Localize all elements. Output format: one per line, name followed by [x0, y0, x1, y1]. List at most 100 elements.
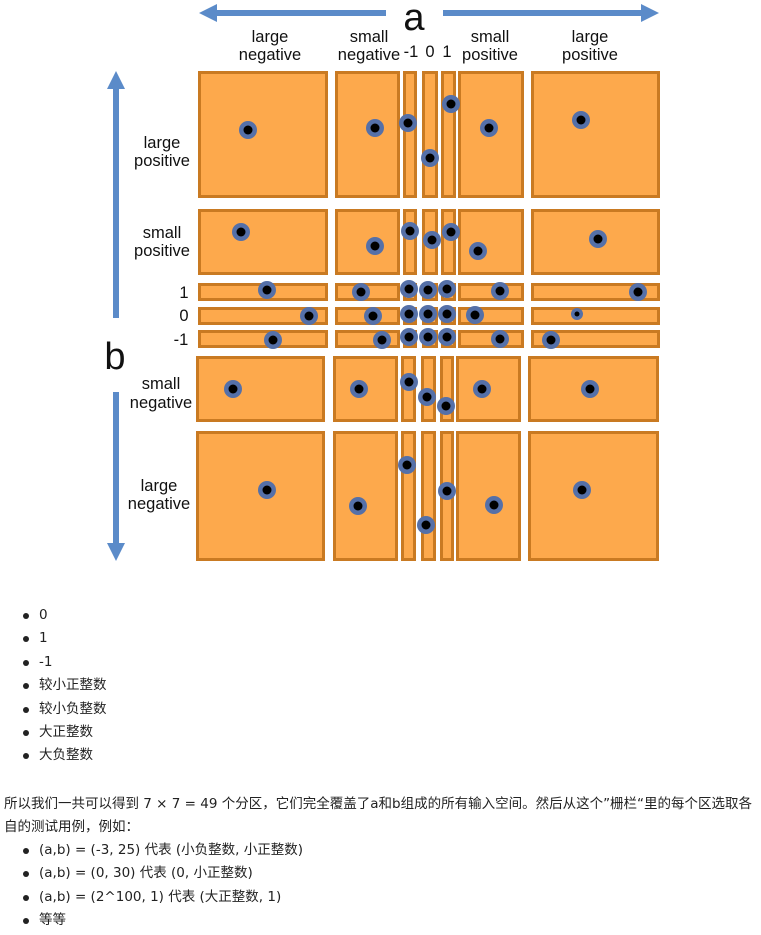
partition-cell-r0-c3	[422, 71, 438, 198]
partition-cell-r4-c6	[531, 330, 660, 348]
test-point	[258, 481, 276, 499]
test-point	[419, 328, 437, 346]
partition-cell-r6-c1	[333, 431, 398, 561]
partition-cell-r3-c0	[198, 307, 328, 325]
row-header-large-negative-l1: large	[141, 477, 178, 495]
row-header-zero: 0	[179, 307, 188, 325]
list-item: 较小负整数	[23, 698, 107, 721]
col-header-small-positive-l1: small	[471, 28, 510, 46]
test-point	[423, 231, 441, 249]
partition-cell-r4-c0	[198, 330, 328, 348]
partition-cell-r2-c6	[531, 283, 660, 301]
partition-cell-r1-c4	[441, 209, 456, 275]
col-header-minus-one: -1	[404, 43, 419, 61]
test-point	[417, 516, 435, 534]
col-header-one: 1	[442, 43, 451, 61]
test-point	[364, 307, 382, 325]
test-point	[491, 282, 509, 300]
partition-cell-r1-c0	[198, 209, 328, 275]
row-header-large-positive-l2: positive	[134, 152, 190, 170]
explanation-paragraph: 所以我们一共可以得到 7 × 7 = 49 个分区，它们完全覆盖了a和b组成的所…	[4, 795, 753, 835]
list-item: 0	[23, 604, 107, 627]
b-axis-label: b	[104, 336, 125, 378]
test-point	[419, 305, 437, 323]
test-case-example-list: (a,b) = (-3, 25) 代表 (小负整数, 小正整数) (a,b) =…	[0, 839, 303, 933]
partition-cell-r6-c2	[401, 431, 416, 561]
test-point	[239, 121, 257, 139]
test-point	[485, 496, 503, 514]
row-header-small-positive-l2: positive	[134, 242, 190, 260]
test-point	[442, 223, 460, 241]
test-point	[438, 328, 456, 346]
test-point	[366, 119, 384, 137]
test-point	[352, 283, 370, 301]
list-item: 大正整数	[23, 721, 107, 744]
partition-cell-r5-c4	[440, 356, 454, 422]
list-item: 等等	[22, 909, 303, 932]
test-point	[400, 280, 418, 298]
row-headers: large positive small positive 1 0 -1 sma…	[128, 134, 192, 513]
test-point	[350, 380, 368, 398]
col-header-large-positive-l2: positive	[562, 46, 618, 64]
row-header-large-positive-l1: large	[144, 134, 181, 152]
partition-cell-r3-c6	[531, 307, 660, 325]
list-item: (a,b) = (2^100, 1) 代表 (大正整数, 1)	[22, 886, 303, 909]
test-point	[349, 497, 367, 515]
test-point	[300, 307, 318, 325]
test-point	[421, 149, 439, 167]
test-point	[581, 380, 599, 398]
test-point	[398, 456, 416, 474]
row-header-large-negative-l2: negative	[128, 495, 190, 513]
partition-cell-r0-c6	[531, 71, 660, 198]
partition-cell-r0-c2	[403, 71, 417, 198]
test-point	[442, 95, 460, 113]
test-point	[473, 380, 491, 398]
test-point	[629, 283, 647, 301]
list-item: 1	[23, 627, 107, 650]
partition-cell-r2-c5	[458, 283, 524, 301]
test-point	[572, 111, 590, 129]
partition-cell-r1-c5	[458, 209, 524, 275]
partition-cell-r0-c0	[198, 71, 328, 198]
row-header-one: 1	[179, 284, 188, 302]
test-point	[438, 280, 456, 298]
row-header-small-positive-l1: small	[143, 224, 182, 242]
partition-cell-r0-c4	[441, 71, 456, 198]
col-header-large-negative-l2: negative	[239, 46, 301, 64]
partition-cell-r6-c3	[421, 431, 436, 561]
test-point	[466, 306, 484, 324]
test-point	[542, 331, 560, 349]
test-point	[366, 237, 384, 255]
test-point	[400, 305, 418, 323]
test-point	[373, 331, 391, 349]
test-point	[400, 328, 418, 346]
test-point	[419, 281, 437, 299]
a-axis-label: a	[403, 0, 425, 39]
row-header-small-negative-l1: small	[142, 375, 181, 393]
column-headers: large negative small negative -1 0 1 sma…	[239, 28, 618, 64]
test-point	[469, 242, 487, 260]
col-header-zero: 0	[425, 43, 434, 61]
col-header-small-negative-l2: negative	[338, 46, 400, 64]
partition-cell-r6-c6	[528, 431, 659, 561]
test-point	[438, 482, 456, 500]
test-point	[400, 373, 418, 391]
test-point-small	[571, 308, 583, 320]
test-point	[437, 397, 455, 415]
col-header-large-negative-l1: large	[252, 28, 289, 46]
list-item: 大负整数	[23, 744, 107, 767]
test-point	[224, 380, 242, 398]
partition-value-list: 0 1 -1 较小正整数 较小负整数 大正整数 大负整数	[0, 604, 107, 768]
test-point	[258, 281, 276, 299]
col-header-large-positive-l1: large	[572, 28, 609, 46]
test-point	[480, 119, 498, 137]
partition-cell-r0-c1	[335, 71, 400, 198]
list-item: 较小正整数	[23, 674, 107, 697]
test-point	[264, 331, 282, 349]
test-point	[399, 114, 417, 132]
partition-grid	[196, 71, 660, 561]
partition-cell-r5-c6	[528, 356, 659, 422]
partition-cell-r5-c0	[196, 356, 325, 422]
test-point	[401, 222, 419, 240]
test-point	[573, 481, 591, 499]
